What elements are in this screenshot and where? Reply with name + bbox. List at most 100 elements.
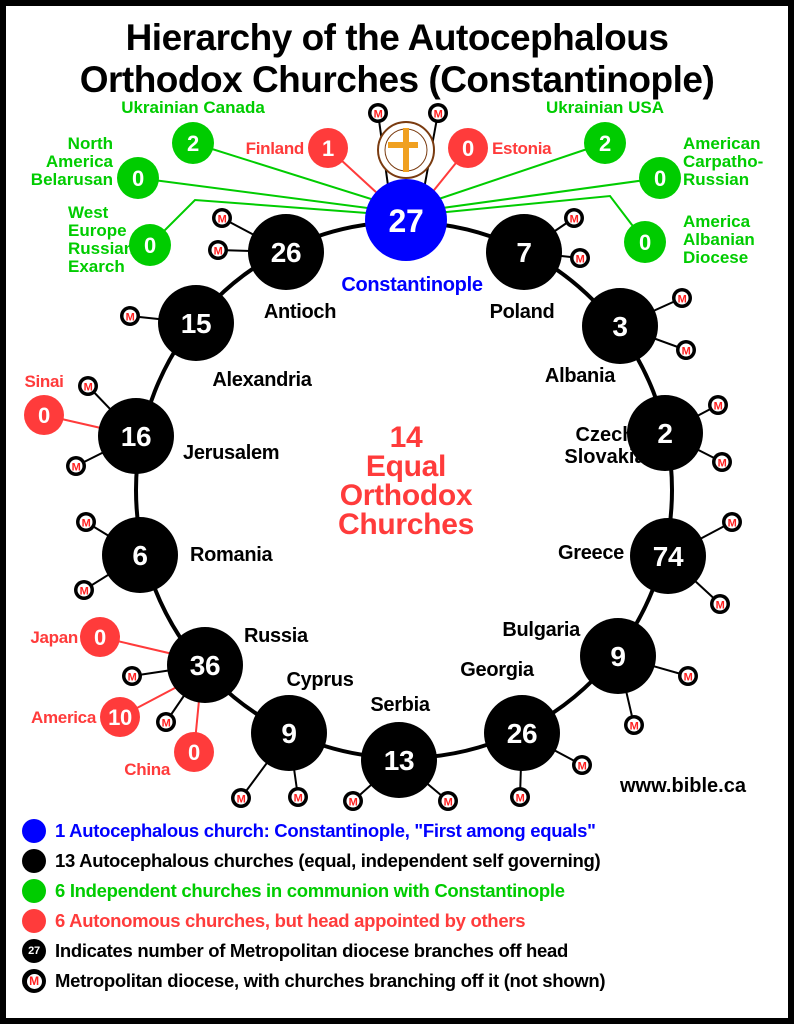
independent-church-node xyxy=(172,122,214,164)
church-count: 15 xyxy=(181,308,212,339)
title-line-1: Hierarchy of the Autocephalous xyxy=(125,17,669,58)
autonomous-count: 1 xyxy=(322,136,334,161)
autonomous-church-node xyxy=(24,395,64,435)
satellite-label-line: American xyxy=(683,134,760,153)
metropolitan-m-label: M xyxy=(82,518,91,530)
autonomous-count: 0 xyxy=(188,740,200,765)
independent-count: 2 xyxy=(599,131,611,156)
satellite-label-line: Carpatho- xyxy=(683,152,763,171)
metropolitan-diocese-inner xyxy=(81,379,95,393)
independent-link xyxy=(405,177,661,214)
church-label-line: Slovakia xyxy=(564,446,646,468)
metropolitan-m-label: M xyxy=(684,672,693,684)
church-node-georgia xyxy=(484,695,560,771)
metropolitan-diocese-inner xyxy=(371,106,385,120)
metropolitan-symbol-icon: M xyxy=(22,969,46,993)
legend-text: 6 Independent churches in communion with… xyxy=(55,880,565,901)
independent-church-node xyxy=(624,221,666,263)
seal-cross-horizontal xyxy=(388,142,418,148)
church-count: 2 xyxy=(657,418,672,449)
legend-text: 6 Autonomous churches, but head appointe… xyxy=(55,910,526,931)
independent-link xyxy=(137,177,407,214)
satellite-label-line: Russian xyxy=(68,239,134,258)
center-text-line: Churches xyxy=(338,508,474,541)
satellite-label: North America Belarusan xyxy=(31,134,114,189)
metropolitan-m-label: M xyxy=(434,109,443,121)
legend-dot-icon xyxy=(22,819,46,843)
website-url: www.bible.ca xyxy=(620,775,746,797)
title-line-2: Orthodox Churches (Constantinople) xyxy=(79,59,715,100)
church-count: 13 xyxy=(384,745,415,776)
metropolitan-m-label: M xyxy=(84,382,93,394)
satellite-label-line: Diocese xyxy=(683,248,748,267)
autonomous-count: 10 xyxy=(108,705,132,730)
church-node-albania xyxy=(582,288,658,364)
church-label: Cyprus xyxy=(286,669,353,691)
independent-link xyxy=(192,142,407,211)
metropolitan-diocese-inner xyxy=(215,211,229,225)
constantinople-count: 27 xyxy=(389,203,424,239)
metropolitan-m-label: M xyxy=(214,246,223,258)
satellite-label: Ukrainian USA xyxy=(546,98,664,117)
metropolitan-m-label: M xyxy=(218,214,227,226)
satellite-label-line: West xyxy=(68,203,109,222)
metropolitan-m-label: M xyxy=(714,401,723,413)
legend-text: 1 Autocephalous church: Constantinople, … xyxy=(55,820,596,841)
metropolitan-diocese-inner xyxy=(725,515,739,529)
church-count: 9 xyxy=(610,641,625,672)
satellite-label-line: Ukrainian Canada xyxy=(121,98,265,117)
autonomous-label: China xyxy=(124,760,171,779)
independent-link xyxy=(149,198,407,246)
metropolitan-m-label: M xyxy=(516,793,525,805)
satellite-label: Ukrainian Canada xyxy=(121,98,265,117)
autonomous-church-node xyxy=(174,732,214,772)
legend-dot-icon xyxy=(22,879,46,903)
legend-item-autocephalous: 13 Autocephalous churches (equal, indepe… xyxy=(22,846,782,876)
metropolitan-diocese-inner xyxy=(575,758,589,772)
metropolitan-m-label: M xyxy=(682,346,691,358)
independent-church-node xyxy=(117,157,159,199)
satellite-label-line: Albanian xyxy=(683,230,755,249)
church-node-romania xyxy=(102,517,178,593)
constantinople-node xyxy=(365,179,447,261)
metropolitan-diocese-inner xyxy=(69,459,83,473)
metropolitan-m-label: M xyxy=(728,518,737,530)
satellite-label-line: Belarusan xyxy=(31,170,113,189)
autonomous-count: 0 xyxy=(462,136,474,161)
independent-count: 2 xyxy=(187,131,199,156)
autonomous-count: 0 xyxy=(38,403,50,428)
autonomous-church-node xyxy=(80,617,120,657)
church-label: Georgia xyxy=(460,659,535,681)
church-label: Greece xyxy=(558,542,624,564)
satellite-label-line: America xyxy=(683,212,751,231)
constantinople-label: Constantinople xyxy=(341,274,483,296)
legend: 1 Autocephalous church: Constantinople, … xyxy=(22,816,782,996)
autonomous-label: Japan xyxy=(30,628,78,647)
church-label: Czech Slovakia xyxy=(564,424,646,468)
metropolitan-diocese-inner xyxy=(291,790,305,804)
satellite-label-line: Exarch xyxy=(68,257,125,276)
count-badge-icon: 27 xyxy=(22,939,46,963)
metropolitan-m-label: M xyxy=(294,793,303,805)
church-node-greece xyxy=(630,518,706,594)
metropolitan-diocese-inner xyxy=(441,794,455,808)
metropolitan-m-label: M xyxy=(576,254,585,266)
legend-dot-icon xyxy=(22,849,46,873)
church-node-bulgaria xyxy=(580,618,656,694)
church-label: Romania xyxy=(190,544,274,566)
satellite-label-line: North xyxy=(68,134,113,153)
center-text-line: 14 xyxy=(390,421,423,454)
autonomous-label: Sinai xyxy=(24,372,63,391)
metropolitan-m-label: M xyxy=(678,294,687,306)
metropolitan-m-label: M xyxy=(126,312,135,324)
autonomous-count: 0 xyxy=(94,625,106,650)
legend-symbol: 27 xyxy=(28,945,40,957)
church-label: Jerusalem xyxy=(183,442,279,464)
church-node-russia xyxy=(167,627,243,703)
metropolitan-diocese-inner xyxy=(681,669,695,683)
autonomous-label: Finland xyxy=(246,139,304,158)
metropolitan-diocese-inner xyxy=(79,515,93,529)
church-label: Serbia xyxy=(370,694,431,716)
